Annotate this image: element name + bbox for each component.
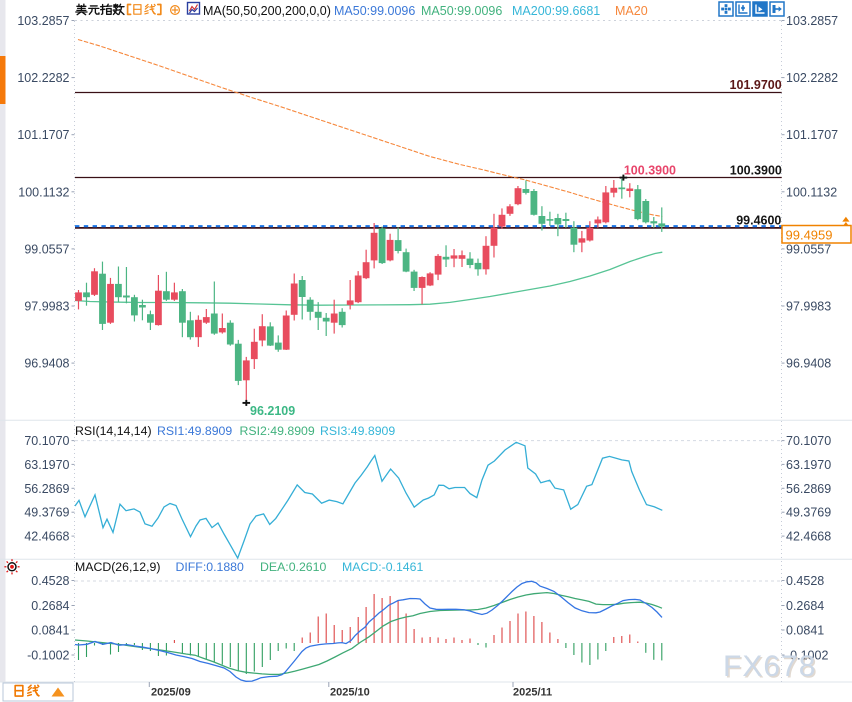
svg-text:63.1970: 63.1970 — [24, 458, 69, 472]
svg-text:101.1707: 101.1707 — [786, 128, 838, 142]
svg-text:70.1070: 70.1070 — [24, 434, 69, 448]
svg-text:49.3769: 49.3769 — [24, 506, 69, 520]
svg-text:RSI1:49.8909: RSI1:49.8909 — [157, 424, 232, 438]
svg-text:42.4668: 42.4668 — [24, 530, 69, 544]
svg-text:FX678: FX678 — [725, 652, 818, 685]
svg-text:-0.1002: -0.1002 — [786, 649, 828, 663]
svg-text:100.1132: 100.1132 — [786, 185, 837, 199]
svg-text:0.2684: 0.2684 — [31, 599, 69, 613]
svg-text:99.4600: 99.4600 — [736, 214, 781, 228]
svg-text:96.9408: 96.9408 — [24, 357, 69, 371]
svg-text:MA50:99.0096: MA50:99.0096 — [334, 4, 415, 18]
svg-text:MACD:-0.1461: MACD:-0.1461 — [342, 560, 423, 574]
svg-text:0.0841: 0.0841 — [31, 624, 69, 638]
svg-text:RSI2:49.8909: RSI2:49.8909 — [240, 424, 315, 438]
svg-text:0.0841: 0.0841 — [786, 624, 824, 638]
svg-text:102.2282: 102.2282 — [17, 71, 69, 85]
svg-text:96.2109: 96.2109 — [250, 404, 295, 418]
svg-text:DIFF:0.1880: DIFF:0.1880 — [176, 560, 245, 574]
svg-text:-0.1002: -0.1002 — [27, 649, 69, 663]
svg-text:RSI3:49.8909: RSI3:49.8909 — [320, 424, 395, 438]
svg-text:49.3769: 49.3769 — [786, 506, 831, 520]
svg-text:DEA:0.2610: DEA:0.2610 — [260, 560, 326, 574]
svg-text:0.4528: 0.4528 — [786, 574, 824, 588]
svg-text:103.2857: 103.2857 — [17, 14, 69, 28]
svg-text:96.9408: 96.9408 — [786, 357, 831, 371]
svg-text:0.4528: 0.4528 — [31, 574, 69, 588]
svg-text:99.0557: 99.0557 — [786, 242, 831, 256]
svg-text:RSI(14,14,14): RSI(14,14,14) — [75, 424, 152, 438]
svg-text:0.2684: 0.2684 — [786, 599, 824, 613]
svg-text:2025/10: 2025/10 — [330, 687, 370, 699]
svg-text:MA50:99.0096: MA50:99.0096 — [421, 4, 502, 18]
svg-text:56.2869: 56.2869 — [24, 482, 69, 496]
svg-text:42.4668: 42.4668 — [786, 530, 831, 544]
svg-text:2025/11: 2025/11 — [513, 687, 552, 699]
svg-text:99.0557: 99.0557 — [24, 242, 69, 256]
svg-text:101.9700: 101.9700 — [730, 78, 782, 92]
svg-text:100.1132: 100.1132 — [18, 185, 69, 199]
svg-text:103.2857: 103.2857 — [786, 14, 838, 28]
svg-text:102.2282: 102.2282 — [786, 71, 838, 85]
svg-text:MA200:99.6681: MA200:99.6681 — [512, 4, 600, 18]
svg-text:101.1707: 101.1707 — [17, 128, 69, 142]
svg-text:97.9983: 97.9983 — [24, 300, 69, 314]
svg-text:100.3900: 100.3900 — [624, 164, 676, 178]
svg-text:56.2869: 56.2869 — [786, 482, 831, 496]
svg-text:70.1070: 70.1070 — [786, 434, 831, 448]
svg-text:63.1970: 63.1970 — [786, 458, 831, 472]
svg-text:MACD(26,12,9): MACD(26,12,9) — [75, 560, 160, 574]
svg-text:MA20: MA20 — [615, 4, 648, 18]
svg-text:97.9983: 97.9983 — [786, 300, 831, 314]
svg-text:99.4959: 99.4959 — [786, 228, 833, 243]
svg-text:2025/09: 2025/09 — [151, 687, 191, 699]
svg-text:FX678: FX678 — [723, 650, 816, 683]
svg-text:MA(50,50,200,200,0,0): MA(50,50,200,200,0,0) — [203, 4, 331, 18]
svg-text:100.3900: 100.3900 — [730, 164, 782, 178]
